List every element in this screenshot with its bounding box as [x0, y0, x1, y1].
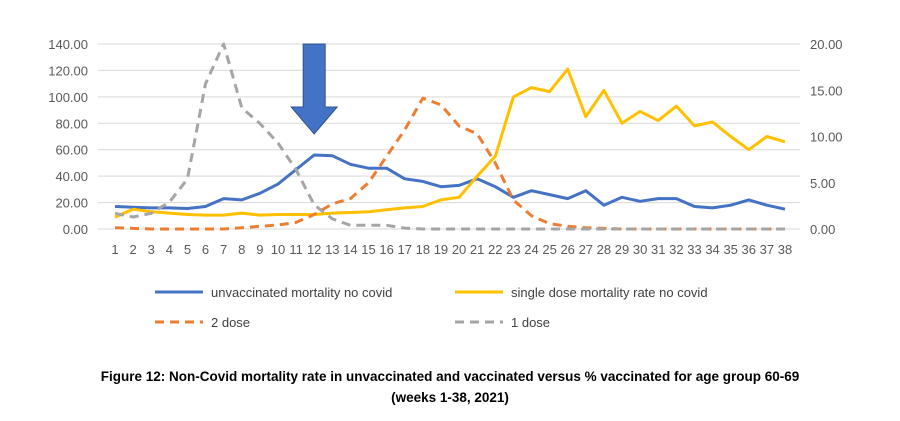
- y-left-tick-label: 60.00: [55, 143, 88, 158]
- x-tick-label: 15: [361, 242, 375, 257]
- legend-label: single dose mortality rate no covid: [511, 285, 708, 300]
- x-tick-label: 6: [202, 242, 209, 257]
- x-tick-label: 11: [289, 242, 303, 257]
- y-left-tick-label: 20.00: [55, 196, 88, 211]
- chart: 0.0020.0040.0060.0080.00100.00120.00140.…: [48, 37, 843, 330]
- series-line-1: [114, 67, 786, 219]
- legend-label: unvaccinated mortality no covid: [211, 285, 392, 300]
- down-arrow-icon: [290, 43, 339, 135]
- x-tick-label: 28: [597, 242, 611, 257]
- x-tick-label: 31: [651, 242, 665, 257]
- y-left-tick-label: 100.00: [48, 90, 88, 105]
- x-tick-label: 17: [397, 242, 411, 257]
- x-tick-label: 19: [434, 242, 448, 257]
- y-left-tick-label: 120.00: [48, 63, 88, 78]
- x-tick-label: 22: [488, 242, 502, 257]
- series-line-2: [114, 96, 785, 231]
- x-tick-label: 24: [524, 242, 538, 257]
- x-tick-label: 5: [184, 242, 191, 257]
- x-tick-label: 7: [220, 242, 227, 257]
- x-tick-label: 2: [129, 242, 136, 257]
- caption-line-2: (weeks 1-38, 2021): [391, 390, 509, 405]
- figure-caption: Figure 12: Non-Covid mortality rate in u…: [0, 366, 900, 408]
- legend-label: 1 dose: [511, 315, 550, 330]
- x-tick-label: 20: [452, 242, 466, 257]
- x-tick-label: 12: [307, 242, 321, 257]
- caption-line-1: Figure 12: Non-Covid mortality rate in u…: [100, 369, 800, 384]
- legend-label: 2 dose: [211, 315, 250, 330]
- x-tick-label: 14: [343, 242, 357, 257]
- x-tick-label: 16: [379, 242, 393, 257]
- y-left-tick-label: 80.00: [55, 116, 88, 131]
- x-tick-label: 23: [506, 242, 520, 257]
- x-tick-label: 4: [166, 242, 173, 257]
- x-tick-label: 18: [416, 242, 430, 257]
- x-tick-label: 30: [633, 242, 647, 257]
- y-right-tick-label: 0.00: [810, 222, 835, 237]
- y-right-tick-label: 5.00: [810, 176, 835, 191]
- y-left-tick-label: 140.00: [48, 37, 88, 52]
- x-tick-label: 38: [778, 242, 792, 257]
- x-tick-label: 32: [669, 242, 683, 257]
- x-tick-label: 9: [256, 242, 263, 257]
- y-right-tick-label: 15.00: [810, 83, 843, 98]
- x-tick-label: 27: [579, 242, 593, 257]
- series-line-3: [114, 42, 785, 231]
- x-tick-label: 29: [615, 242, 629, 257]
- x-tick-label: 37: [760, 242, 774, 257]
- y-left-tick-label: 0.00: [63, 222, 88, 237]
- x-tick-label: 33: [687, 242, 701, 257]
- x-tick-label: 13: [325, 242, 339, 257]
- x-tick-label: 25: [542, 242, 556, 257]
- x-tick-label: 36: [742, 242, 756, 257]
- x-tick-label: 10: [271, 242, 285, 257]
- x-tick-label: 1: [111, 242, 118, 257]
- y-left-tick-label: 40.00: [55, 169, 88, 184]
- x-tick-label: 21: [470, 242, 484, 257]
- y-right-tick-label: 10.00: [810, 130, 843, 145]
- y-right-tick-label: 20.00: [810, 37, 843, 52]
- x-tick-label: 26: [560, 242, 574, 257]
- series-line-0: [114, 153, 786, 211]
- x-tick-label: 8: [238, 242, 245, 257]
- x-tick-label: 35: [723, 242, 737, 257]
- x-tick-label: 3: [148, 242, 155, 257]
- x-tick-label: 34: [705, 242, 719, 257]
